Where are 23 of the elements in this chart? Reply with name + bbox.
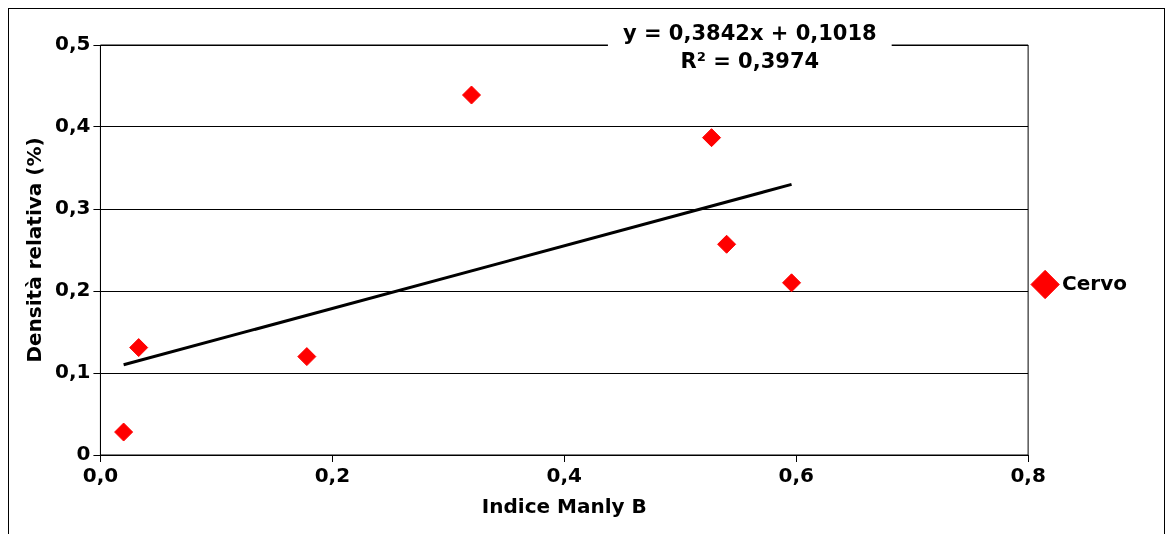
- x-axis-title: Indice Manly B: [481, 494, 647, 519]
- x-tick-label: 0,2: [314, 463, 351, 488]
- point: [129, 338, 149, 358]
- x-tick-label: 0,8: [1010, 463, 1046, 488]
- y-axis-title: Densità relativa (%): [22, 137, 47, 363]
- x-tick-label: 0,4: [546, 463, 582, 488]
- y-tick-label: 0,1: [54, 359, 91, 384]
- point: [782, 273, 802, 293]
- x-tick-label: 0,6: [778, 463, 814, 488]
- point: [297, 347, 317, 367]
- point: [462, 85, 482, 105]
- point: [717, 234, 737, 254]
- point: [702, 128, 722, 148]
- y-tick-label: 0,5: [54, 31, 91, 56]
- legend-label: Cervo: [1062, 270, 1128, 295]
- y-tick-label: 0: [76, 441, 91, 466]
- annotation: R² = 0,3974: [680, 49, 820, 74]
- annotation: y = 0,3842x + 0,1018: [622, 21, 877, 46]
- point: [114, 422, 134, 442]
- y-tick-label: 0,3: [54, 195, 91, 220]
- y-tick-label: 0,4: [54, 113, 91, 138]
- x-tick-label: 0,0: [82, 463, 119, 488]
- y-tick-label: 0,2: [54, 277, 91, 302]
